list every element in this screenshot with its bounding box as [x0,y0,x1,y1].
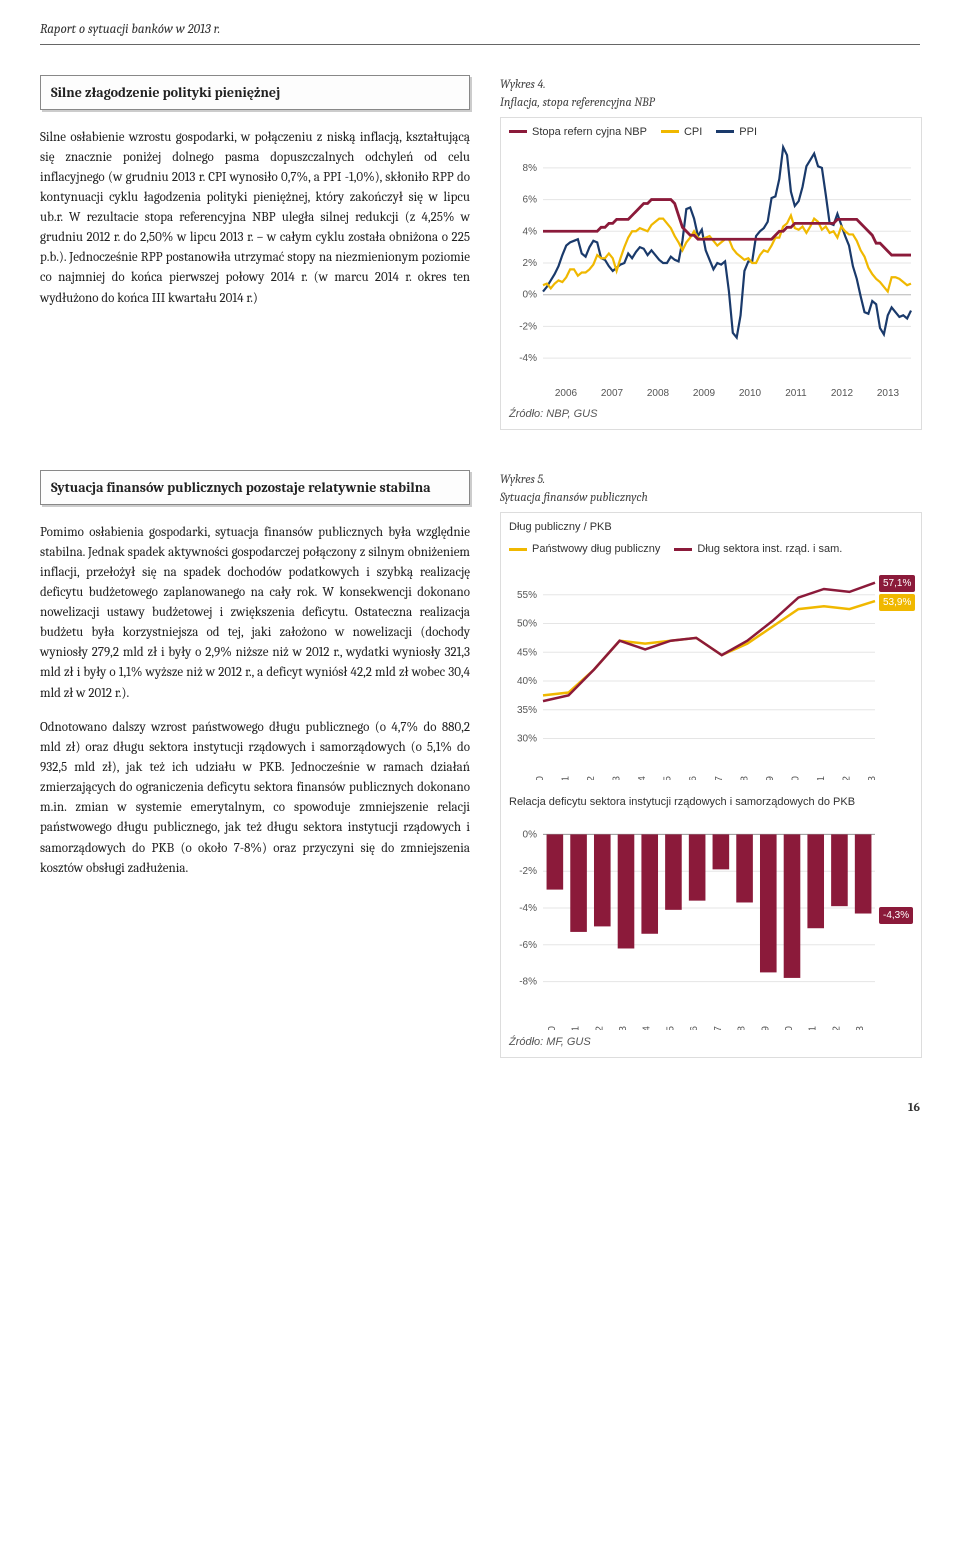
section-2-heading: Sytuacja finansów publicznych pozostaje … [40,470,470,505]
chart-4-svg: -4% -2% 0% 2% 4% 6% 8% 2006 2007 2008 2009 2010 2011… [501,142,921,402]
svg-text:2010: 2010 [790,775,801,779]
chart-5a-badge-1: 57,1% [879,575,915,592]
svg-text:2000: 2000 [547,1026,558,1030]
section-2-right: Wykres 5. Sytuacja finansów publicznych … [500,470,922,1058]
svg-text:50%: 50% [517,618,537,629]
chart-5-area: Dług publiczny / PKB Państwowy dług publ… [500,512,922,1058]
chart-4-label: Wykres 4. [500,77,546,91]
svg-text:2001: 2001 [571,1026,582,1030]
section-2-body-2: Odnotowano dalszy wzrost państwowego dłu… [40,718,470,879]
svg-text:2004: 2004 [642,1026,653,1030]
svg-text:0%: 0% [523,829,538,840]
svg-text:2009: 2009 [693,388,716,399]
svg-text:0%: 0% [523,290,538,301]
svg-text:2005: 2005 [663,775,674,779]
chart-5-label: Wykres 5. [500,472,545,486]
chart-5-title: Wykres 5. Sytuacja finansów publicznych [500,470,922,506]
svg-text:4%: 4% [523,226,538,237]
section-1-right: Wykres 4. Inflacja, stopa referencyjna N… [500,75,922,430]
svg-text:2%: 2% [523,258,538,269]
svg-text:6%: 6% [523,195,538,206]
svg-text:2013: 2013 [867,775,878,779]
svg-text:-4%: -4% [519,903,537,914]
svg-text:2006: 2006 [688,775,699,779]
chart-4-subtitle: Inflacja, stopa referencyjna NBP [500,95,655,109]
svg-text:2009: 2009 [765,775,776,779]
svg-text:45%: 45% [517,647,537,658]
svg-text:2000: 2000 [535,775,546,779]
page-number: 16 [40,1098,920,1116]
svg-text:2007: 2007 [714,775,725,779]
svg-text:2007: 2007 [601,388,624,399]
svg-text:2009: 2009 [760,1026,771,1030]
section-1-body: Silne osłabienie wzrostu gospodarki, w p… [40,128,470,309]
svg-text:2008: 2008 [737,1026,748,1030]
svg-text:2011: 2011 [785,388,807,399]
svg-text:2010: 2010 [784,1026,795,1030]
svg-text:2006: 2006 [689,1026,700,1030]
svg-text:-8%: -8% [519,977,537,988]
svg-text:2001: 2001 [561,775,572,779]
svg-text:-2%: -2% [519,321,537,332]
chart-5a-badge-2: 53,9% [879,594,915,611]
svg-text:2002: 2002 [594,1026,605,1030]
svg-text:2008: 2008 [647,388,670,399]
section-1-left: Silne złagodzenie polityki pieniężnej Si… [40,75,470,430]
svg-text:2012: 2012 [831,1026,842,1030]
svg-text:30%: 30% [517,733,537,744]
chart-4-title: Wykres 4. Inflacja, stopa referencyjna N… [500,75,922,111]
svg-text:2012: 2012 [841,775,852,779]
section-2-left: Sytuacja finansów publicznych pozostaje … [40,470,470,1058]
chart-5a-subtitle: Dług publiczny / PKB [501,513,921,536]
svg-text:2013: 2013 [855,1026,866,1030]
section-1: Silne złagodzenie polityki pieniężnej Si… [40,75,920,430]
chart-5a-legend: Państwowy dług publicznyDług sektora ins… [501,535,921,560]
chart-5b-subtitle: Relacja deficytu sektora instytucji rząd… [501,780,921,811]
svg-text:55%: 55% [517,589,537,600]
chart-4-source: Źródło: NBP, GUS [501,402,921,429]
svg-text:2012: 2012 [831,388,854,399]
svg-text:2011: 2011 [808,1026,819,1030]
svg-text:2004: 2004 [637,775,648,779]
svg-text:-6%: -6% [519,940,537,951]
chart-5b-svg: -8% -6% -4% -2% 0% 2000 2001 2002 2003 2004 2005 20… [501,810,921,1030]
svg-text:-4%: -4% [519,353,537,364]
svg-text:2011: 2011 [816,775,827,779]
svg-text:2003: 2003 [612,775,623,779]
svg-text:8%: 8% [523,163,538,174]
svg-text:40%: 40% [517,676,537,687]
svg-text:2003: 2003 [618,1026,629,1030]
chart-4-area: Stopa refern cyjna NBPCPIPPI -4% -2% 0% 2% 4… [500,117,922,430]
page-header: Raport o sytuacji banków w 2013 r. [40,20,920,45]
svg-text:35%: 35% [517,704,537,715]
svg-text:2008: 2008 [739,775,750,779]
chart-5b-badge: -4,3% [879,907,913,924]
svg-text:2013: 2013 [877,388,900,399]
svg-text:2006: 2006 [555,388,578,399]
svg-text:-2%: -2% [519,866,537,877]
svg-text:2010: 2010 [739,388,762,399]
section-2: Sytuacja finansów publicznych pozostaje … [40,470,920,1058]
section-2-body-1: Pomimo osłabienia gospodarki, sytuacja f… [40,523,470,704]
chart-5-subtitle: Sytuacja finansów publicznych [500,490,648,504]
chart-5a-svg: 30% 35% 40% 45% 50% 55% 2000 2001 2002 2003 2004 20… [501,560,921,780]
svg-text:2002: 2002 [586,775,597,779]
chart-4-legend: Stopa refern cyjna NBPCPIPPI [501,118,921,143]
svg-text:2005: 2005 [665,1026,676,1030]
section-1-heading: Silne złagodzenie polityki pieniężnej [40,75,470,110]
chart-5-source: Źródło: MF, GUS [501,1030,921,1057]
svg-text:2007: 2007 [713,1026,724,1030]
